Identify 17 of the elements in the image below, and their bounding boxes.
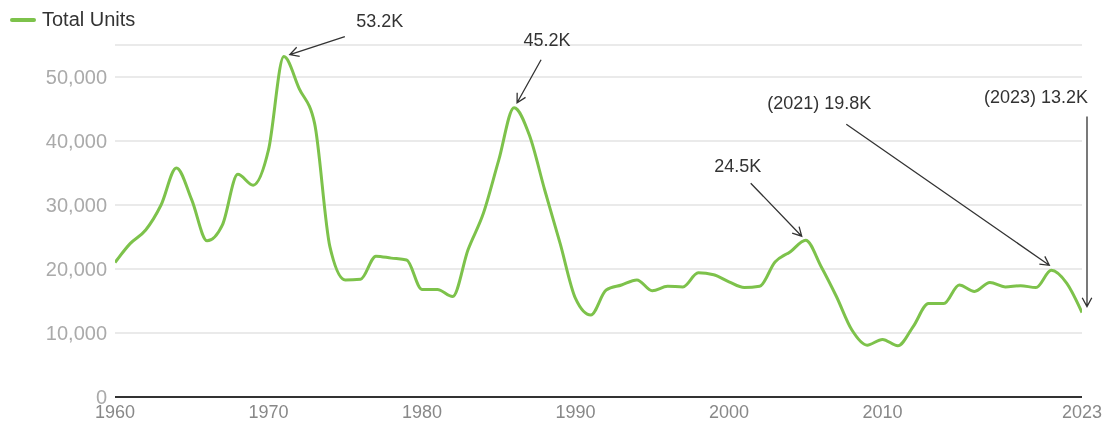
y-tick-label: 20,000 [45, 258, 107, 281]
x-tick-label: 2023 [1061, 401, 1103, 422]
y-tick-label: 40,000 [45, 130, 107, 153]
x-tick-label: 2010 [862, 401, 903, 422]
annotation: 24.5K [714, 155, 762, 176]
x-tick-label: 1990 [555, 401, 596, 422]
legend-label: Total Units [42, 8, 136, 31]
annotation: (2021) 19.8K [767, 93, 872, 114]
annotation: (2023) 13.2K [983, 87, 1089, 108]
annotation: 45.2K [523, 30, 571, 51]
x-tick-label: 1980 [401, 401, 443, 422]
x-tick-label: 2000 [708, 401, 749, 422]
x-tick-label: 1970 [248, 401, 289, 422]
y-tick-label: 30,000 [45, 194, 107, 217]
y-tick-label: 50,000 [45, 66, 107, 89]
y-tick-label: 10,000 [45, 322, 107, 345]
annotation: 53.2K [356, 11, 404, 32]
